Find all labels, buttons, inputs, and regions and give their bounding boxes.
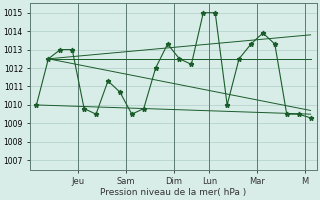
X-axis label: Pression niveau de la mer( hPa ): Pression niveau de la mer( hPa ) <box>100 188 247 197</box>
